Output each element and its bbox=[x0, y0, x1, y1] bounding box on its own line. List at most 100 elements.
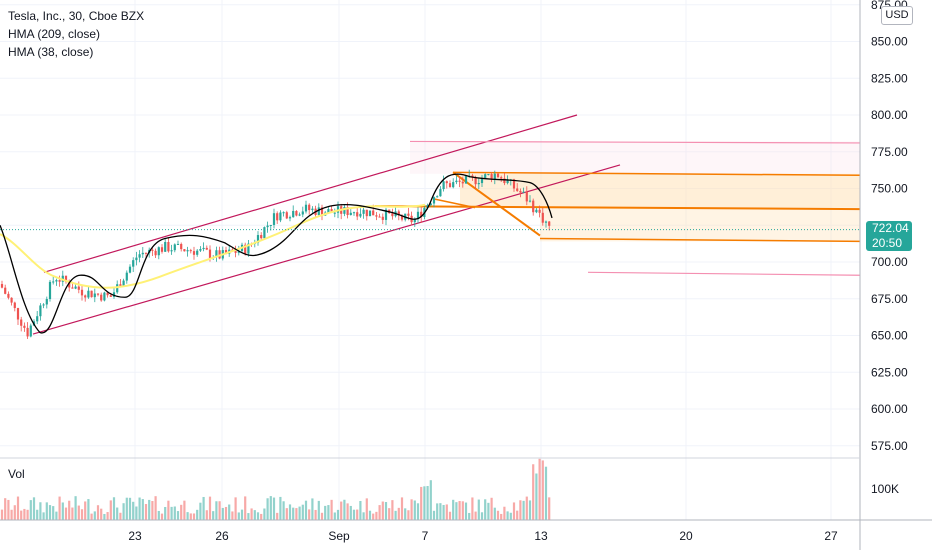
candle-body bbox=[266, 225, 269, 228]
candle-body bbox=[272, 213, 276, 225]
volume-bar bbox=[4, 498, 7, 520]
candle-body bbox=[96, 293, 100, 295]
x-tick-label: 27 bbox=[824, 529, 838, 543]
candle-body bbox=[16, 308, 20, 320]
candle-body bbox=[151, 249, 154, 251]
hma-38-legend[interactable]: HMA (38, close) bbox=[8, 45, 94, 59]
candle-body bbox=[346, 206, 349, 216]
candle-body bbox=[224, 250, 228, 254]
volume-label[interactable]: Vol bbox=[8, 467, 25, 481]
candle-body bbox=[260, 235, 263, 239]
volume-bar bbox=[71, 507, 74, 520]
candle-body bbox=[122, 280, 125, 287]
y-tick-label: 800.00 bbox=[871, 108, 908, 122]
candle-body bbox=[487, 174, 490, 176]
volume-bar bbox=[490, 497, 493, 520]
volume-bar bbox=[186, 512, 189, 520]
y-tick-label: 600.00 bbox=[871, 402, 908, 416]
volume-bar bbox=[170, 506, 173, 520]
volume-bar bbox=[439, 503, 442, 520]
currency-button[interactable]: USD bbox=[881, 6, 913, 25]
indicator-lines bbox=[0, 173, 860, 334]
candle-body bbox=[183, 249, 186, 252]
candle-body bbox=[285, 212, 288, 219]
volume-bar bbox=[208, 496, 212, 520]
candle-body bbox=[471, 175, 474, 177]
volume-bar bbox=[32, 497, 36, 520]
candle-body bbox=[4, 287, 7, 294]
volume-bar bbox=[148, 499, 151, 520]
fan-zone-top bbox=[410, 141, 860, 174]
candle-body bbox=[484, 174, 487, 179]
volume-bar bbox=[87, 499, 90, 520]
volume-bar bbox=[452, 499, 455, 520]
candle-body bbox=[208, 249, 212, 259]
candle-body bbox=[516, 188, 519, 191]
volume-bar bbox=[503, 506, 506, 520]
candle-body bbox=[519, 190, 522, 193]
volume-bar bbox=[320, 512, 324, 520]
candle-body bbox=[480, 178, 484, 184]
fan-shading bbox=[410, 141, 860, 242]
volume-bar bbox=[68, 500, 71, 520]
volume-bar bbox=[45, 502, 48, 520]
volume-bar bbox=[538, 458, 541, 520]
candle-body bbox=[23, 325, 26, 328]
volume-bar bbox=[436, 503, 439, 520]
candle-body bbox=[218, 250, 221, 259]
volume-bar bbox=[116, 507, 119, 520]
volume-bar bbox=[173, 506, 176, 520]
candle-body bbox=[372, 210, 375, 216]
candle-body bbox=[13, 302, 16, 309]
volume-bar bbox=[96, 505, 100, 520]
volume-bar bbox=[301, 504, 304, 520]
candle-body bbox=[45, 299, 48, 305]
candle-body bbox=[36, 316, 39, 322]
volume-bar bbox=[272, 497, 276, 520]
volume-bar bbox=[461, 501, 464, 520]
candle-body bbox=[327, 209, 330, 213]
candle-body bbox=[500, 177, 503, 179]
level-line-714 bbox=[539, 237, 861, 243]
candle-body bbox=[528, 200, 532, 202]
candle-body bbox=[0, 284, 4, 288]
candle-body bbox=[176, 243, 180, 245]
candle-body bbox=[55, 280, 58, 282]
volume-bar bbox=[160, 513, 164, 520]
candle-body bbox=[173, 244, 176, 251]
last-price-badge: 722.04 20:50 bbox=[866, 221, 912, 251]
level-line-737 bbox=[374, 205, 861, 211]
hma-209-legend[interactable]: HMA (209, close) bbox=[8, 27, 101, 41]
volume-bar bbox=[522, 500, 525, 520]
volume-bar bbox=[7, 499, 10, 520]
candle-body bbox=[320, 207, 324, 216]
candle-body bbox=[356, 212, 359, 217]
volume-bar bbox=[180, 504, 183, 520]
x-tick-label: Sep bbox=[328, 529, 350, 543]
volume-bar bbox=[55, 511, 58, 520]
drawings[interactable] bbox=[32, 114, 861, 335]
candle-body bbox=[458, 180, 461, 182]
candle-body bbox=[461, 181, 464, 184]
volume-bar bbox=[269, 496, 272, 520]
volume-bar bbox=[112, 497, 116, 520]
candle-body bbox=[138, 254, 141, 258]
candle-body bbox=[128, 266, 132, 273]
y-tick-label: 675.00 bbox=[871, 292, 908, 306]
volume-bar bbox=[317, 500, 320, 520]
candle-body bbox=[474, 176, 477, 185]
candle-body bbox=[448, 183, 452, 188]
candle-body bbox=[532, 200, 535, 213]
candle-body bbox=[429, 203, 432, 206]
candle-body bbox=[234, 251, 237, 253]
volume-bar bbox=[157, 510, 160, 520]
volume-bar bbox=[423, 486, 426, 520]
symbol-title[interactable]: Tesla, Inc., 30, Cboe BZX bbox=[8, 9, 145, 23]
volume-bar bbox=[215, 501, 218, 520]
volume-bar bbox=[535, 473, 538, 520]
candle-body bbox=[48, 281, 52, 300]
volume-bar bbox=[0, 509, 4, 520]
candle-body bbox=[333, 212, 336, 214]
